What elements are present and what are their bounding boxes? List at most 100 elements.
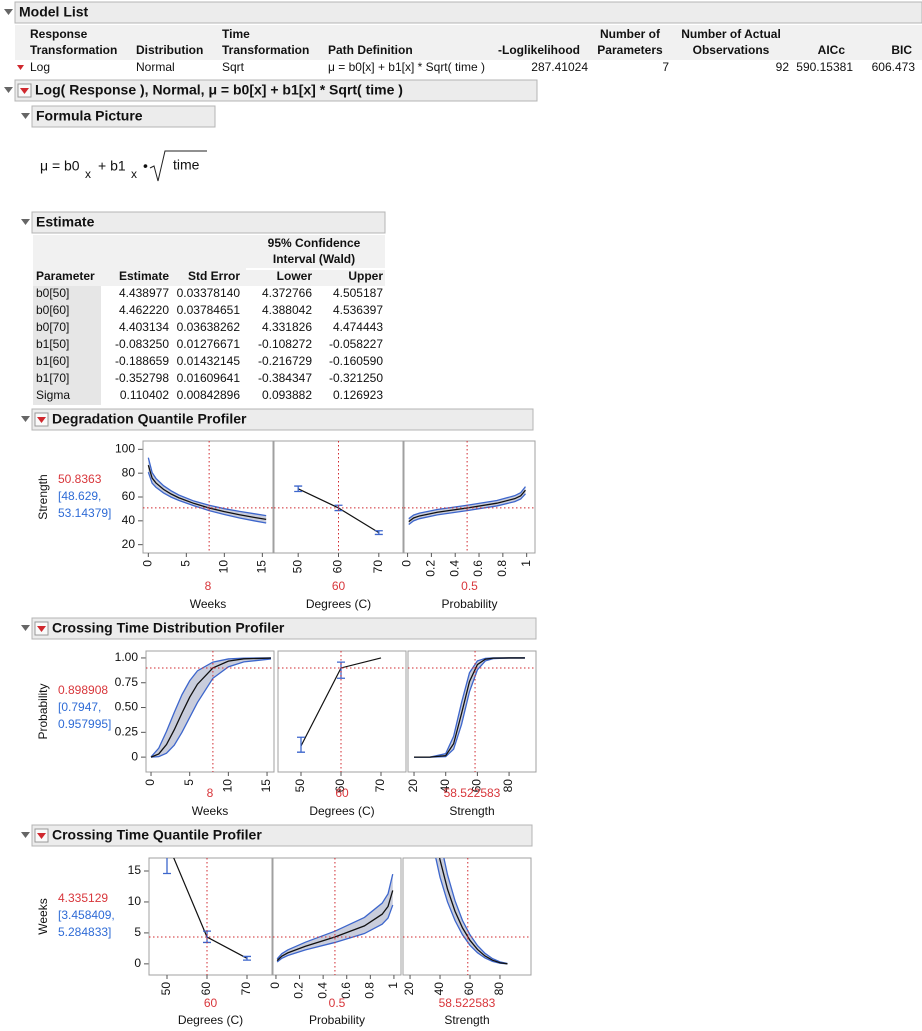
y-axis-label: Strength [36, 474, 50, 519]
table-cell: b1[50] [36, 337, 69, 351]
disclosure-toggle[interactable] [4, 87, 13, 93]
plot-area [273, 858, 401, 975]
x-tick-label: 60 [462, 982, 476, 996]
plot-frame [148, 857, 273, 976]
column-header: Observations [693, 43, 770, 57]
disclosure-toggle[interactable] [21, 625, 30, 631]
section-title: Degradation Quantile Profiler [52, 411, 247, 427]
y-tick-label: 0.25 [115, 724, 139, 738]
current-value: 4.335129 [58, 891, 108, 905]
profile-curve [147, 465, 267, 521]
x-tick-label: 70 [239, 982, 253, 996]
x-tick-label: 60 [199, 982, 213, 996]
group-header: Interval (Wald) [273, 252, 355, 266]
table-cell: μ = b0[x] + b1[x] * Sqrt( time ) [328, 60, 485, 74]
outline-header [31, 211, 386, 234]
x-axis-label: Weeks [192, 804, 228, 818]
error-bar [374, 530, 383, 536]
menu-arrow [37, 417, 46, 423]
x-axis-label: Degrees (C) [178, 1013, 243, 1027]
x-tick-label: 70 [371, 560, 385, 574]
x-axis-label: Strength [449, 804, 494, 818]
current-x-value: 60 [335, 786, 349, 800]
table-cell: -0.352798 [115, 371, 169, 385]
row-menu-arrow[interactable] [17, 65, 24, 70]
disclosure-toggle[interactable] [4, 9, 13, 15]
x-tick-label: 80 [492, 982, 506, 996]
plot-area [149, 858, 272, 975]
table-cell: 7 [662, 60, 669, 74]
row-label-bg [33, 286, 101, 405]
confidence-interval: 5.284833] [58, 925, 111, 939]
table-cell: Normal [136, 60, 175, 74]
x-tick-label: 50 [293, 779, 307, 793]
error-bar [294, 485, 303, 493]
menu-arrow [20, 88, 29, 94]
section-title: Log( Response ), Normal, μ = b0[x] + b1[… [35, 82, 403, 98]
x-tick-label: 60 [470, 779, 484, 793]
x-tick-label: 40 [438, 779, 452, 793]
table-cell: -0.216729 [258, 354, 312, 368]
disclosure-toggle[interactable] [21, 219, 30, 225]
table-cell: b0[50] [36, 286, 69, 300]
y-tick-label: 10 [128, 894, 142, 908]
column-header: BIC [891, 43, 912, 57]
current-x-value: 0.5 [461, 579, 478, 593]
x-tick-label: 50 [290, 560, 304, 574]
section-title: Crossing Time Quantile Profiler [52, 827, 262, 843]
current-x-value: 8 [205, 579, 212, 593]
column-header: Response [30, 27, 88, 41]
table-cell: 590.15381 [796, 60, 853, 74]
x-tick-label: 0 [268, 982, 282, 989]
lower-bound [408, 493, 526, 526]
x-axis-label: Degrees (C) [306, 597, 371, 611]
table-cell: b1[70] [36, 371, 69, 385]
x-tick-label: 1 [519, 560, 533, 567]
table-cell: 0.126923 [333, 388, 383, 402]
column-header: Lower [277, 269, 313, 283]
x-tick-label: 0 [143, 779, 157, 786]
error-bar [297, 736, 305, 753]
table-cell: b0[60] [36, 303, 69, 317]
column-header: -Loglikelihood [498, 43, 580, 57]
x-axis-label: Strength [444, 1013, 489, 1027]
plot-area [143, 441, 273, 553]
confidence-band [151, 657, 271, 758]
disclosure-toggle[interactable] [21, 113, 30, 119]
disclosure-toggle[interactable] [21, 416, 30, 422]
current-x-value: 60 [204, 996, 218, 1010]
table-cell: 4.331826 [262, 320, 312, 334]
profile-curve [276, 890, 394, 962]
plot-area [274, 441, 403, 553]
column-header: Time [222, 27, 250, 41]
x-axis-label: Probability [441, 597, 497, 611]
error-bar [243, 955, 251, 961]
disclosure-toggle[interactable] [21, 832, 30, 838]
outline-header [31, 824, 533, 847]
section-title: Model List [19, 4, 89, 20]
menu-arrow [37, 626, 46, 632]
table-cell: -0.188659 [115, 354, 169, 368]
current-x-value: 58.522583 [444, 786, 501, 800]
current-x-value: 0.5 [329, 996, 346, 1010]
plot-area [146, 651, 274, 772]
column-header: Parameters [597, 43, 663, 57]
x-tick-label: 0.8 [362, 982, 376, 999]
table-cell: Log [30, 60, 50, 74]
column-header: Number of [600, 27, 661, 41]
table-cell: 0.01609641 [177, 371, 241, 385]
y-tick-label: 5 [134, 925, 141, 939]
column-header: AICc [818, 43, 846, 57]
table-cell: b0[70] [36, 320, 69, 334]
x-tick-label: 20 [402, 982, 416, 996]
confidence-interval: [48.629, [58, 489, 101, 503]
lower-bound [150, 658, 271, 758]
y-tick-label: 60 [122, 489, 136, 503]
x-tick-label: 60 [331, 560, 345, 574]
x-tick-label: 0.4 [447, 560, 461, 577]
outline-header [31, 408, 534, 431]
table-cell: 0.01276671 [177, 337, 241, 351]
table-cell: 4.505187 [333, 286, 383, 300]
plot-area [403, 858, 531, 975]
confidence-band [414, 657, 525, 758]
